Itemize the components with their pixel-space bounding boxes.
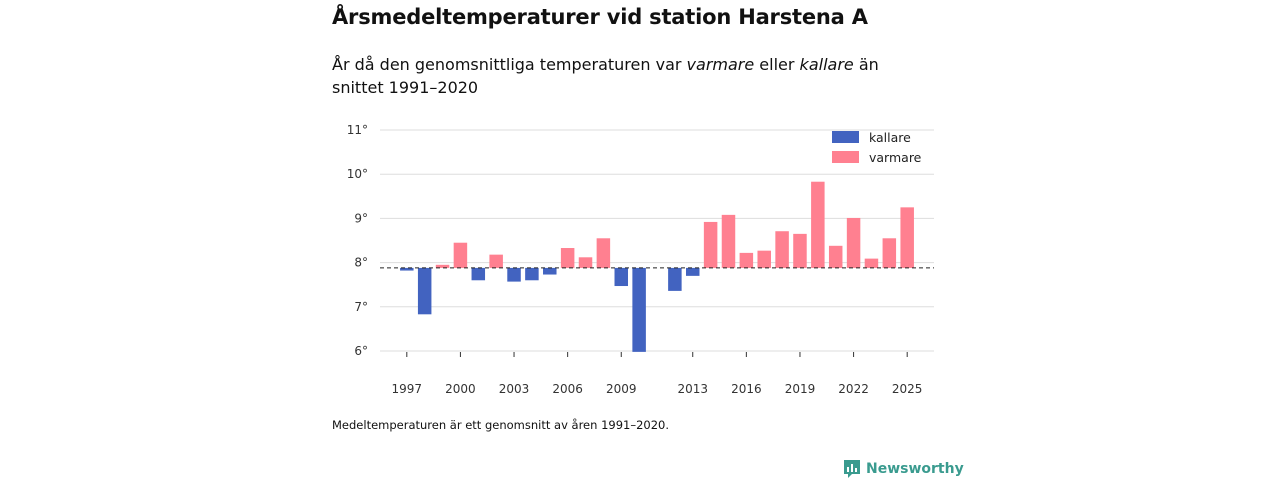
legend-label-warmer: varmare: [869, 150, 922, 165]
x-tick-label: 2009: [606, 382, 637, 396]
x-tick-label: 2000: [445, 382, 476, 396]
subtitle-warm-word: varmare: [686, 55, 755, 74]
bar: [400, 267, 414, 271]
chart-subtitle: År då den genomsnittliga temperaturen va…: [332, 53, 932, 99]
y-tick-label: 11°: [347, 123, 368, 137]
bar: [882, 238, 897, 268]
bar: [685, 267, 700, 276]
y-tick-label: 6°: [354, 344, 368, 358]
bar: [453, 242, 468, 268]
x-tick-label: 2003: [499, 382, 530, 396]
y-tick-label: 10°: [347, 167, 368, 181]
bar: [846, 217, 861, 268]
x-tick-label: 2006: [552, 382, 583, 396]
y-tick-label: 9°: [354, 211, 368, 225]
bar: [507, 267, 521, 282]
bar: [435, 264, 450, 268]
bar: [739, 252, 754, 268]
bar: [632, 267, 646, 352]
legend-swatch-warmer: [832, 151, 859, 163]
bar: [721, 214, 736, 268]
bar: [471, 267, 486, 281]
bar: [489, 254, 503, 268]
legend-swatch-colder: [832, 131, 859, 143]
bar: [775, 231, 789, 268]
legend-label-colder: kallare: [869, 130, 911, 145]
bar: [560, 248, 575, 268]
bar: [668, 267, 682, 291]
bar: [578, 257, 593, 268]
x-tick-label: 2025: [892, 382, 923, 396]
y-tick-label: 7°: [354, 300, 368, 314]
x-tick-label: 1997: [392, 382, 423, 396]
footnote: Medeltemperaturen är ett genomsnitt av å…: [332, 418, 670, 432]
y-tick-label: 8°: [354, 256, 368, 270]
brand-logo[interactable]: Newsworthy: [842, 458, 964, 480]
subtitle-text: eller: [754, 55, 800, 74]
bar: [828, 245, 843, 268]
subtitle-text: än snittet 1991–2020: [332, 55, 879, 97]
bar: [757, 250, 771, 268]
chart-title: Årsmedeltemperaturer vid station Harsten…: [332, 5, 868, 29]
bar: [900, 207, 914, 268]
x-tick-label: 2022: [838, 382, 869, 396]
bar: [417, 267, 432, 315]
x-tick-label: 2019: [785, 382, 816, 396]
bar: [703, 221, 718, 268]
x-tick-label: 2016: [731, 382, 762, 396]
brand-name: Newsworthy: [866, 461, 964, 477]
bar: [596, 238, 611, 268]
bar: [543, 267, 557, 275]
bar: [811, 181, 825, 268]
bar: [864, 258, 879, 268]
subtitle-cold-word: kallare: [799, 55, 854, 74]
subtitle-text: År då den genomsnittliga temperaturen va…: [332, 55, 687, 74]
bar: [614, 267, 629, 287]
bar: [525, 267, 539, 281]
newsworthy-icon: [844, 460, 860, 478]
bar: [793, 233, 807, 268]
x-tick-label: 2013: [677, 382, 708, 396]
